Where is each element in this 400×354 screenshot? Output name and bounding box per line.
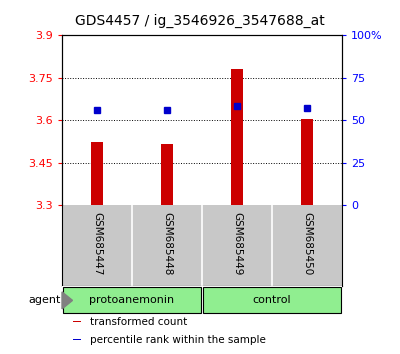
Text: protoanemonin: protoanemonin	[90, 295, 174, 306]
Text: GSM685450: GSM685450	[302, 212, 312, 275]
Text: percentile rank within the sample: percentile rank within the sample	[90, 335, 266, 345]
Text: control: control	[253, 295, 291, 306]
Text: GDS4457 / ig_3546926_3547688_at: GDS4457 / ig_3546926_3547688_at	[75, 14, 325, 28]
Bar	[73, 321, 81, 322]
Bar	[91, 142, 103, 205]
Text: GSM685448: GSM685448	[162, 212, 172, 275]
FancyBboxPatch shape	[204, 287, 341, 313]
Bar	[73, 339, 81, 341]
Text: GSM685449: GSM685449	[232, 212, 242, 275]
Bar	[301, 119, 313, 205]
Polygon shape	[62, 292, 72, 309]
Text: agent: agent	[28, 295, 61, 306]
FancyBboxPatch shape	[63, 287, 200, 313]
Text: transformed count: transformed count	[90, 317, 187, 327]
Bar	[231, 69, 243, 205]
Bar	[161, 144, 173, 205]
Text: GSM685447: GSM685447	[92, 212, 102, 275]
